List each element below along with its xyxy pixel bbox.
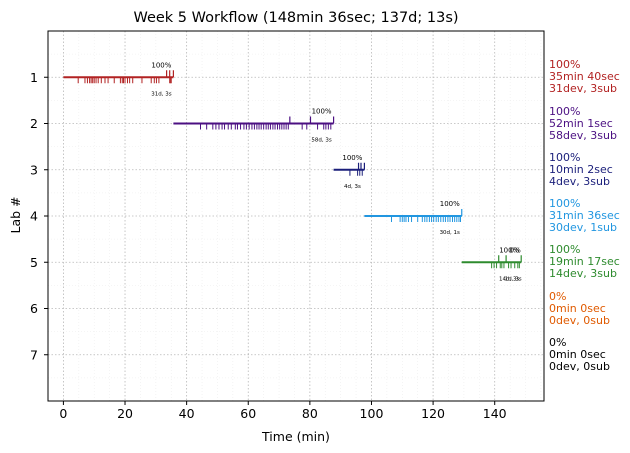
y-tick-label: 4 [30,209,38,224]
summary-line: 35min 40sec [549,70,620,84]
lab-5-summary: 100% 19min 17sec 14dev, 3sub [549,244,620,280]
y-tick-label: 7 [30,347,38,362]
counts-label: 4d, 3s [344,184,361,190]
lab-5-timeline: 100% 14d, 3s 0% 1d, 3s [461,246,522,282]
summary-line: 19min 17sec [549,255,620,269]
grid [48,31,544,401]
summary-line: 0min 0sec [549,301,606,315]
lab-3-summary: 100% 10min 2sec 4dev, 3sub [549,150,613,188]
pct-label: 100% [440,200,460,208]
summary-line: 10min 2sec [549,162,613,176]
x-tick-label: 0 [59,406,67,421]
summary-line: 52min 1sec [549,116,613,130]
counts-label: 58d, 3s [311,138,331,144]
y-tick-label: 3 [30,162,38,177]
summary-line: 100% [549,243,581,257]
pct-label-extra: 0% [510,246,521,254]
pct-label: 100% [499,246,519,254]
lab-4-summary: 100% 31min 36sec 30dev, 1sub [549,198,620,234]
lab-1-summary: 100% 35min 40sec 31dev, 3sub [549,59,620,95]
summary-line: 100% [549,150,581,164]
lab-3-timeline: 100% 4d, 3s [333,154,365,190]
y-ticks: 1 2 3 4 5 6 7 [30,70,48,362]
summary-line: 100% [549,197,581,210]
counts-label: 14d, 3s [499,276,519,282]
y-tick-label: 2 [30,116,38,131]
summary-line: 100% [549,58,581,72]
y-axis-label: Lab # [8,196,23,233]
summary-line: 0% [549,335,567,349]
y-tick-label: 5 [30,255,38,270]
x-tick-label: 80 [302,406,318,421]
chart-title: Week 5 Workflow (148min 36sec; 137d; 13s… [133,10,458,26]
x-tick-label: 100 [360,406,384,421]
summary-line: 100% [549,104,581,118]
counts-label: 31d, 3s [151,91,171,97]
pct-label: 100% [151,61,171,69]
y-tick-label: 1 [30,70,38,85]
lab-2-summary: 100% 52min 1sec 58dev, 3sub [549,104,617,142]
pct-label: 100% [312,108,332,116]
counts-label-extra: 1d, 3s [505,276,522,282]
chart-marks: 100% 31d, 3s 100% 58d, 3s 100% 4d, 3s 100% 30d,… [63,61,522,282]
summary-line: 0dev, 0sub [549,313,610,327]
summary-line: 30dev, 1sub [549,221,617,234]
summary-line: 4dev, 3sub [549,174,610,188]
counts-label: 30d, 1s [440,230,460,236]
lab-2-timeline: 100% 58d, 3s [173,108,335,144]
x-tick-label: 20 [117,406,133,421]
lab-7-summary: 0% 0min 0sec 0dev, 0sub [549,335,610,373]
x-tick-label: 40 [179,406,195,421]
y-tick-label: 6 [30,301,38,316]
summary-line: 58dev, 3sub [549,128,617,142]
x-tick-label: 60 [240,406,256,421]
summary-line: 0min 0sec [549,347,606,361]
x-tick-label: 120 [421,406,445,421]
lab-4-timeline: 100% 30d, 1s [364,200,463,236]
summary-line: 14dev, 3sub [549,267,617,281]
pct-label: 100% [342,154,362,162]
lab-1-timeline: 100% 31d, 3s [63,61,174,97]
x-ticks: 0 20 40 60 80 100 120 140 [59,401,507,421]
x-tick-label: 140 [483,406,507,421]
summary-line: 31min 36sec [549,209,620,222]
x-axis-label: Time (min) [261,429,330,444]
summary-line: 0dev, 0sub [549,359,610,373]
lab-6-summary: 0% 0min 0sec 0dev, 0sub [549,289,610,327]
summary-line: 31dev, 3sub [549,82,617,96]
summary-line: 0% [549,289,567,303]
